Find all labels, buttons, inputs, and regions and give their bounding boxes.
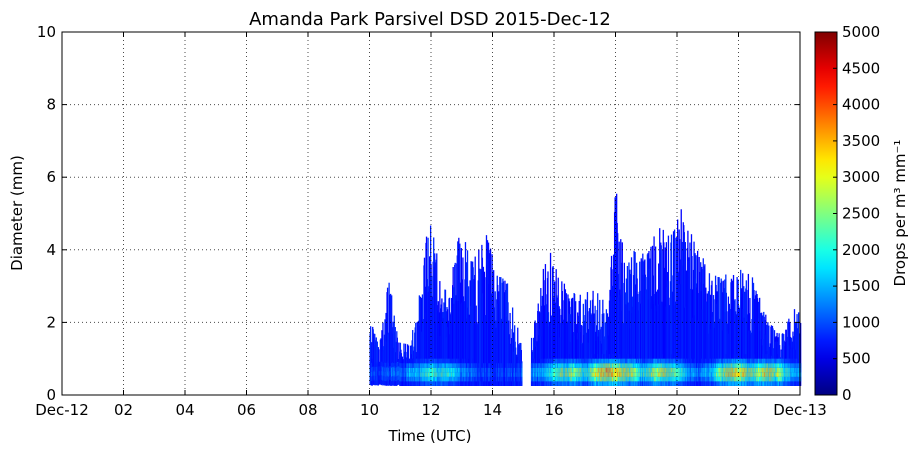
heatmap-column <box>549 252 552 386</box>
heatmap-column <box>693 241 695 386</box>
heatmap-column <box>747 273 750 386</box>
heatmap-column <box>770 325 773 386</box>
heatmap-column <box>439 281 441 386</box>
heatmap-column <box>375 337 377 386</box>
heatmap-cell <box>521 363 523 368</box>
heatmap-column <box>696 250 699 386</box>
plot-area <box>369 193 802 386</box>
heatmap-cell <box>378 361 381 367</box>
heatmap-column <box>667 235 670 386</box>
heatmap-column <box>571 297 574 386</box>
heatmap-cell <box>407 358 410 364</box>
heatmap-column <box>412 330 414 386</box>
heatmap-cell <box>521 376 523 382</box>
chart-title: Amanda Park Parsivel DSD 2015-Dec-12 <box>249 9 611 30</box>
heatmap-column <box>474 256 476 386</box>
heatmap-cell <box>521 372 523 377</box>
heatmap-column <box>605 309 608 386</box>
heatmap-cell <box>408 358 411 364</box>
heatmap-column <box>629 269 631 386</box>
heatmap-cell <box>521 367 523 373</box>
